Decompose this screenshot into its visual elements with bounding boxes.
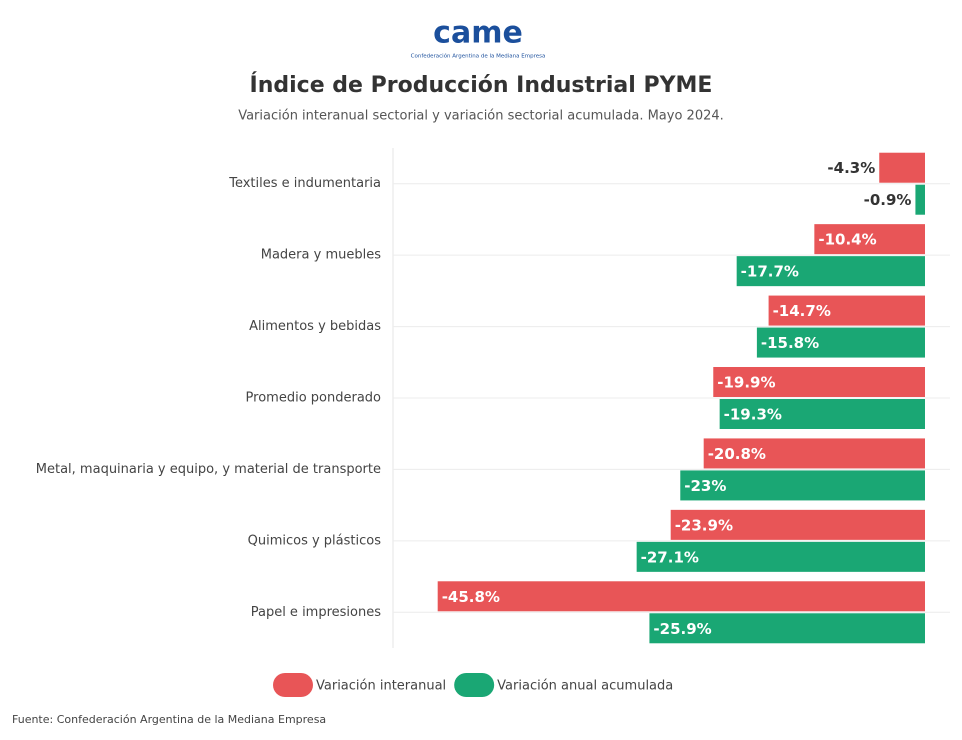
y-tick-label: Quimicos y plásticos [248, 533, 382, 548]
value-label: -17.7% [741, 263, 799, 281]
bar [649, 613, 925, 644]
y-tick-label: Textiles e indumentaria [228, 176, 381, 191]
bar [756, 327, 925, 358]
bar [713, 367, 925, 397]
legend-swatch [273, 673, 313, 697]
value-label: -15.8% [761, 334, 819, 352]
value-label: -20.8% [708, 445, 766, 463]
bar [680, 470, 925, 501]
bar [437, 581, 925, 612]
bar [670, 509, 925, 540]
y-tick-label: Promedio ponderado [246, 391, 381, 406]
value-label: -19.9% [717, 374, 775, 392]
bar [636, 541, 925, 572]
bar [719, 399, 925, 429]
y-tick-label: Metal, maquinaria y equipo, y material d… [36, 462, 381, 477]
bar [915, 184, 925, 215]
bar [879, 152, 925, 183]
value-label: -27.1% [641, 548, 699, 566]
value-label: -23.9% [675, 516, 733, 534]
value-label: -19.3% [724, 406, 782, 424]
value-label: -25.9% [653, 620, 711, 638]
legend-swatch [454, 673, 495, 697]
value-label: -4.3% [827, 159, 875, 177]
bar [703, 438, 925, 469]
y-tick-label: Alimentos y bebidas [249, 319, 381, 334]
chart-title: Índice de Producción Industrial PYME [250, 72, 713, 98]
bar [768, 295, 925, 326]
chart-subtitle: Variación interanual sectorial y variaci… [238, 109, 724, 124]
legend-label: Variación anual acumulada [497, 679, 673, 694]
legend-label: Variación interanual [316, 679, 446, 694]
value-label: -23% [684, 477, 726, 495]
bar [736, 256, 925, 287]
source: Fuente: Confederación Argentina de la Me… [12, 713, 326, 726]
logo-subtitle: Confederación Argentina de la Mediana Em… [411, 53, 546, 60]
value-label: -14.7% [773, 302, 831, 320]
value-label: -10.4% [818, 231, 876, 249]
value-label: -45.8% [442, 588, 500, 606]
value-label: -0.9% [864, 191, 912, 209]
y-tick-label: Madera y muebles [261, 248, 381, 263]
y-tick-label: Papel e impresiones [251, 605, 382, 620]
logo: came [433, 16, 523, 51]
bar [814, 224, 925, 255]
